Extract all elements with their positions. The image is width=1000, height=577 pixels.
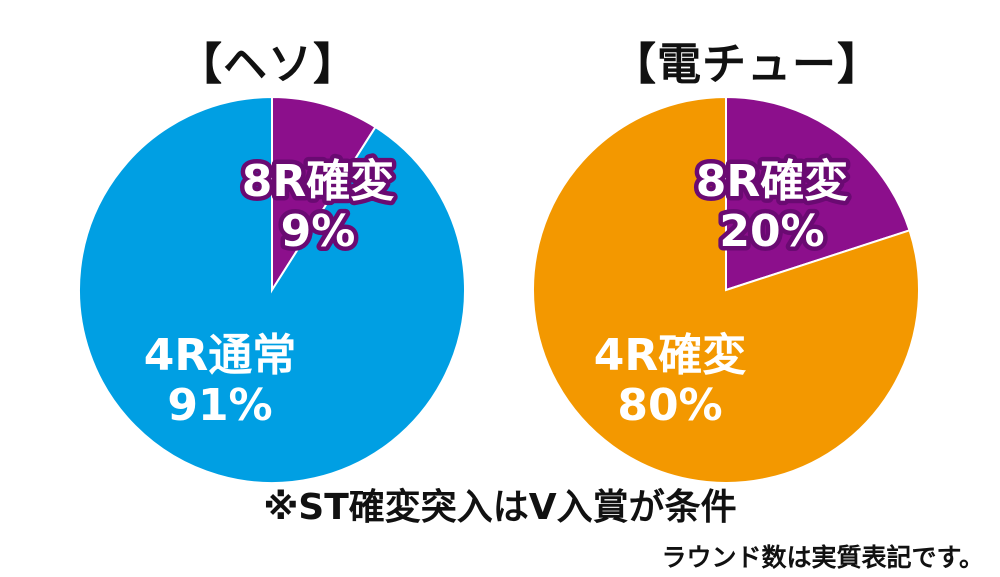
- round-note: ラウンド数は実質表記です。: [661, 543, 984, 572]
- pie0-slice-0-label: 8R確変 9%: [242, 156, 395, 257]
- footnote-condition: ※ST確変突入はV入賞が条件: [263, 487, 737, 528]
- chart-title-heso: 【ヘソ】: [178, 39, 358, 90]
- pie0-slice-1-label: 4R通常 91%: [144, 330, 297, 431]
- pie0-slice-0: [271, 95, 377, 294]
- chart-title-denchu: 【電チュー】: [612, 39, 882, 90]
- pie1-slice-0: [725, 95, 911, 292]
- pie1-slice-1: [532, 95, 920, 484]
- pie1-slice-0-label: 8R確変 20%: [696, 156, 849, 257]
- pie0-slice-1: [78, 95, 466, 484]
- pie1-slice-1-label: 4R確変 80%: [594, 330, 747, 431]
